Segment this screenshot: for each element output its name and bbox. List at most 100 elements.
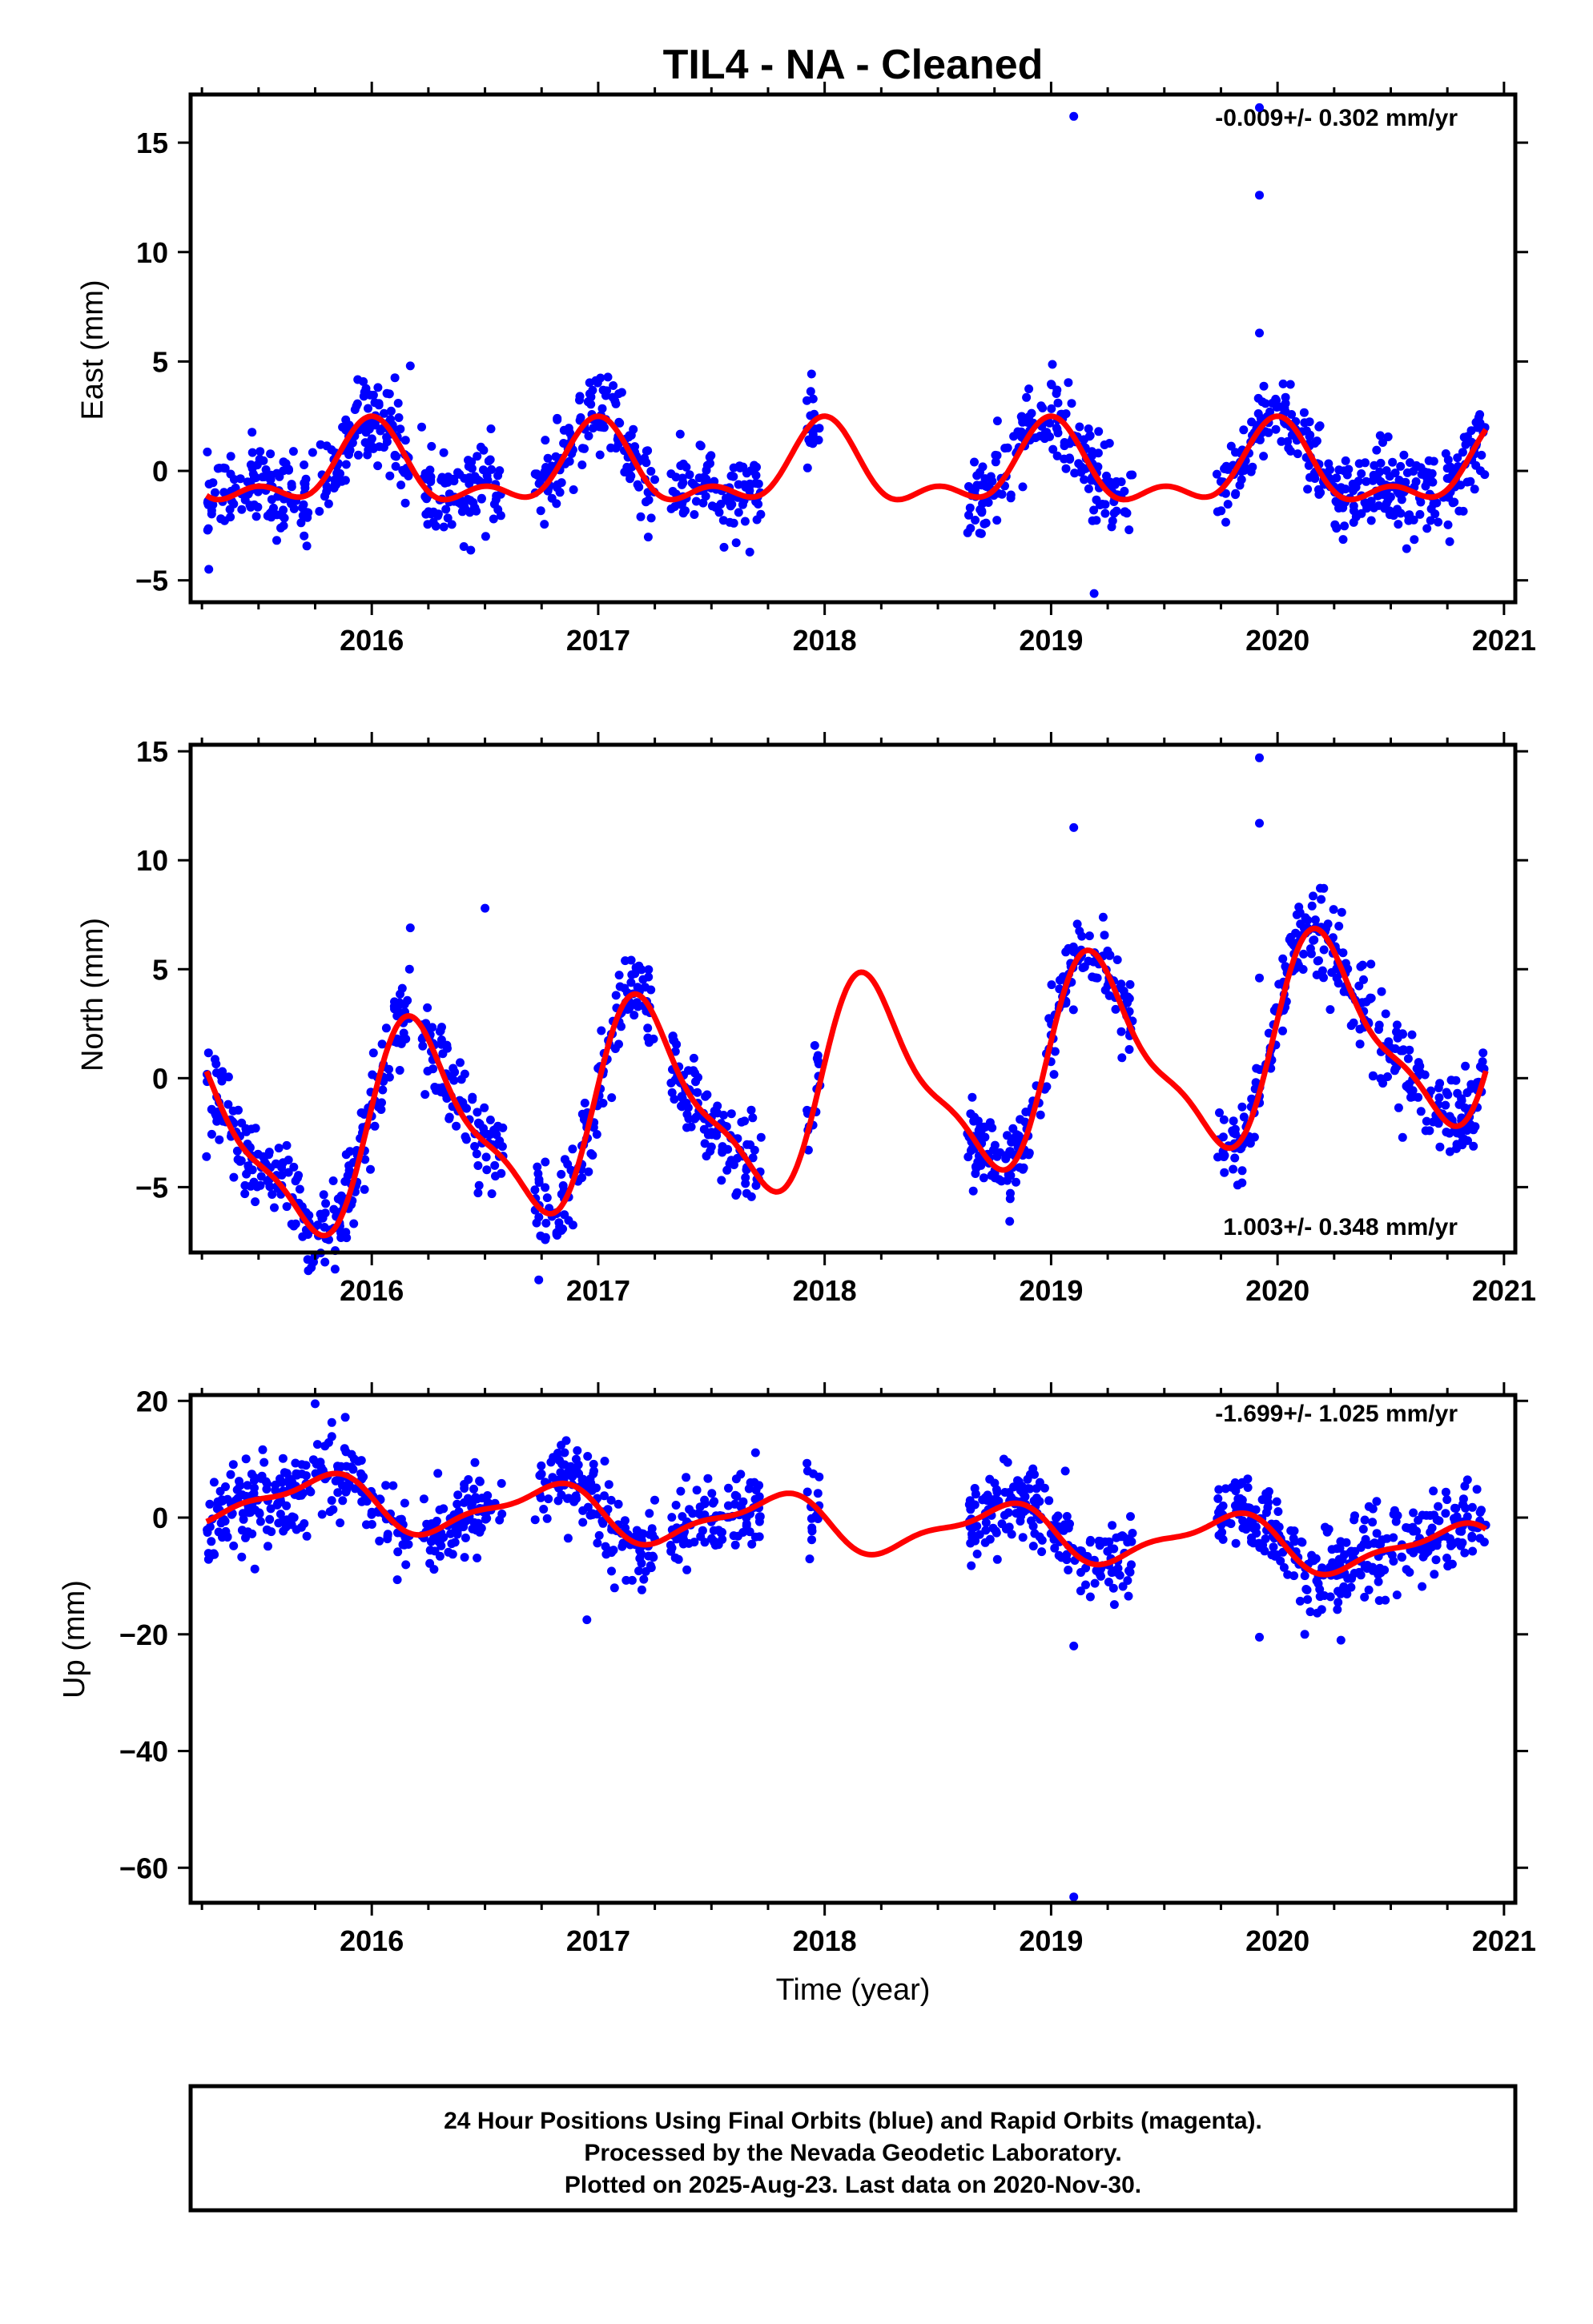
- data-point: [263, 1479, 272, 1489]
- data-point: [1088, 957, 1098, 967]
- data-point: [1064, 378, 1073, 388]
- data-point: [994, 1496, 1004, 1506]
- data-point: [1375, 431, 1385, 440]
- data-point: [1085, 1592, 1095, 1602]
- data-point: [585, 1510, 595, 1520]
- data-point: [1372, 1529, 1382, 1538]
- data-point: [1426, 505, 1436, 513]
- data-point: [571, 1491, 581, 1501]
- data-point: [360, 1155, 370, 1164]
- data-point: [745, 547, 754, 557]
- data-point: [1104, 991, 1114, 1000]
- outlier-point: [1255, 753, 1264, 762]
- data-point: [1405, 1045, 1414, 1055]
- data-point: [368, 1048, 378, 1058]
- data-point: [373, 461, 383, 471]
- data-point: [1045, 418, 1055, 428]
- x-tick-label: 2016: [340, 624, 404, 657]
- data-point: [1100, 500, 1110, 509]
- data-point: [1313, 956, 1322, 966]
- data-point: [1084, 931, 1094, 941]
- data-point: [1016, 1115, 1025, 1124]
- data-point: [1255, 1542, 1265, 1552]
- outlier-point: [1255, 328, 1264, 338]
- data-point: [1109, 1600, 1119, 1610]
- data-point: [1108, 516, 1117, 525]
- data-point: [729, 518, 738, 528]
- data-point: [1443, 1562, 1453, 1571]
- data-point: [600, 1491, 609, 1501]
- data-point: [609, 1583, 619, 1593]
- data-point: [460, 1518, 469, 1527]
- data-point: [308, 448, 317, 457]
- data-point: [742, 1140, 752, 1149]
- data-point: [1361, 1534, 1370, 1544]
- data-point: [803, 1145, 813, 1155]
- data-point: [1107, 1568, 1116, 1578]
- data-point: [1392, 1590, 1402, 1600]
- data-point: [1007, 1493, 1016, 1502]
- outlier-point: [1255, 191, 1264, 200]
- outlier-point: [1069, 111, 1079, 121]
- data-point: [427, 441, 436, 451]
- data-point: [1089, 505, 1099, 515]
- data-point: [555, 1222, 565, 1232]
- data-point: [284, 1474, 294, 1484]
- outlier-point: [1300, 1630, 1309, 1639]
- data-point: [543, 453, 553, 463]
- data-point: [691, 1077, 700, 1087]
- data-point: [1477, 1061, 1486, 1071]
- data-point: [806, 387, 815, 396]
- data-point: [359, 1472, 368, 1482]
- data-point: [707, 1489, 717, 1498]
- data-point: [383, 1531, 392, 1541]
- data-point: [1319, 973, 1328, 983]
- data-point: [559, 439, 569, 448]
- data-point: [807, 1523, 817, 1533]
- data-point: [375, 442, 384, 452]
- data-point: [606, 1495, 616, 1505]
- data-point: [644, 495, 654, 505]
- data-point: [1354, 476, 1363, 486]
- data-point: [482, 1165, 492, 1175]
- data-point: [240, 1180, 250, 1190]
- data-point: [1065, 455, 1075, 464]
- data-point: [259, 1458, 269, 1467]
- data-point: [645, 1509, 654, 1518]
- data-point: [318, 1213, 328, 1223]
- data-point: [296, 518, 306, 528]
- data-point: [601, 1542, 610, 1551]
- data-point: [1100, 931, 1109, 940]
- outlier-point: [1069, 947, 1079, 956]
- data-point: [678, 1539, 688, 1549]
- data-point: [626, 471, 636, 480]
- data-point: [1460, 1482, 1470, 1491]
- data-point: [1452, 1512, 1462, 1522]
- data-point: [599, 423, 609, 432]
- data-point: [399, 1028, 408, 1038]
- data-point: [1220, 464, 1229, 473]
- data-point: [803, 1458, 812, 1468]
- data-point: [271, 1159, 280, 1168]
- data-point: [295, 1184, 304, 1194]
- data-point: [1376, 477, 1386, 487]
- data-point: [1434, 1093, 1444, 1103]
- data-point: [1283, 1570, 1293, 1579]
- data-point: [650, 1495, 659, 1505]
- data-point: [348, 438, 357, 448]
- data-point: [1301, 1585, 1311, 1594]
- data-point: [1362, 476, 1371, 486]
- data-point: [223, 1532, 232, 1542]
- data-point: [1075, 422, 1084, 432]
- data-point: [1125, 1567, 1135, 1577]
- outlier-point: [202, 1152, 211, 1161]
- data-point: [1462, 1088, 1472, 1097]
- data-point: [359, 392, 368, 401]
- data-point: [1359, 975, 1368, 984]
- data-point: [564, 1494, 573, 1503]
- data-point: [807, 1514, 816, 1523]
- data-point: [444, 1547, 453, 1557]
- data-point: [1049, 1070, 1059, 1080]
- data-point: [583, 1502, 593, 1512]
